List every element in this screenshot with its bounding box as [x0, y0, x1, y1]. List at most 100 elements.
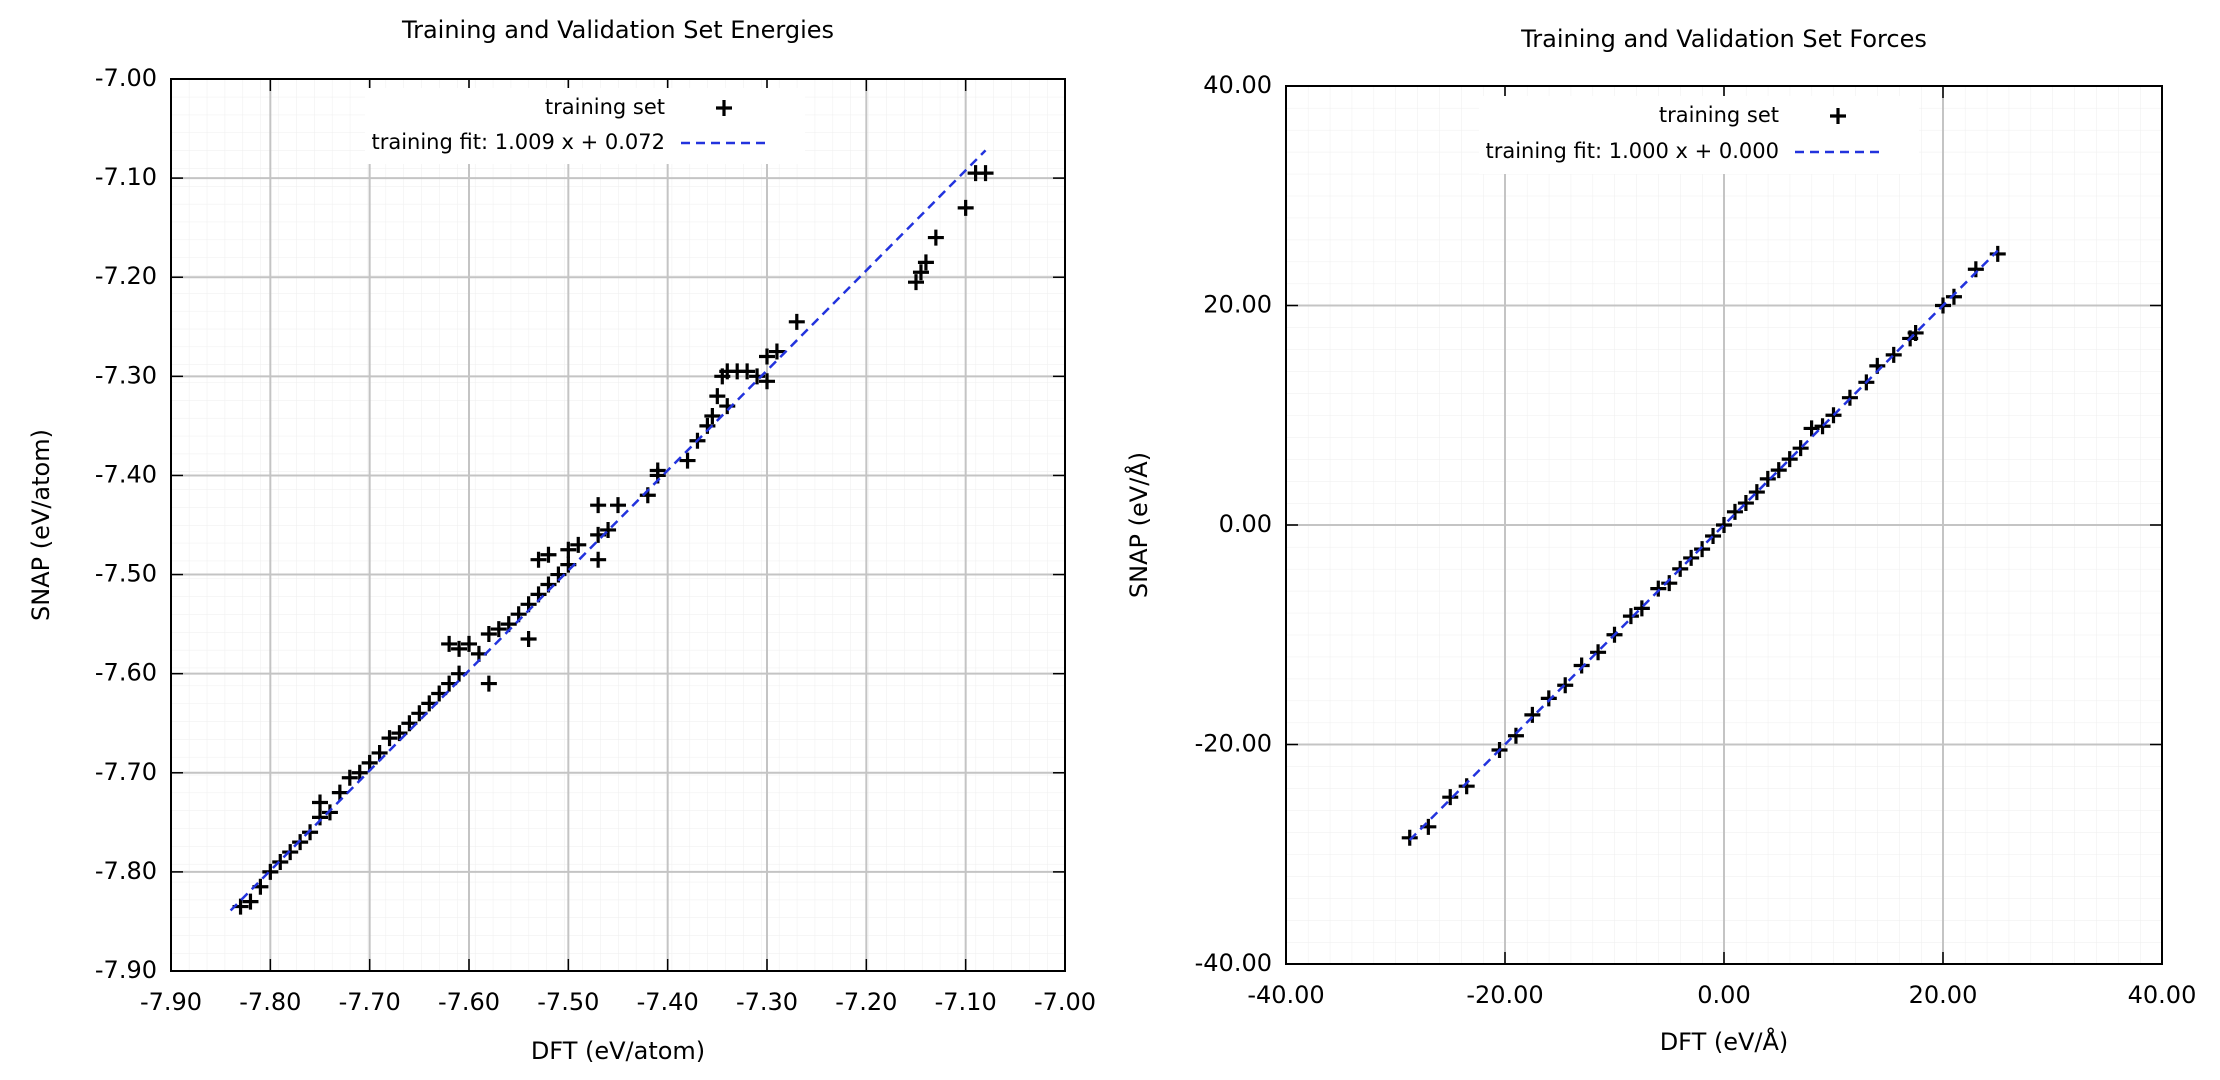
data-point: [1633, 600, 1650, 617]
data-point: [927, 229, 944, 246]
data-point: [490, 621, 507, 638]
plot-frame: [170, 78, 1066, 972]
data-point: [704, 407, 721, 424]
data-point: [679, 452, 696, 469]
data-point: [480, 675, 497, 692]
chart-title: Training and Validation Set Energies: [401, 16, 834, 44]
data-point: [371, 744, 388, 761]
y-tick-label: -7.20: [95, 262, 157, 290]
y-tick-label: 0.00: [1219, 510, 1272, 538]
fit-line: [229, 149, 987, 912]
x-tick-label: -7.30: [736, 988, 798, 1016]
data-point: [1907, 324, 1924, 341]
data-point: [977, 165, 994, 182]
plot-background: [171, 79, 1065, 971]
data-point: [361, 754, 378, 771]
chart-title: Training and Validation Set Forces: [1520, 25, 1927, 53]
data-point: [600, 521, 617, 538]
legend-background: [1479, 96, 1919, 174]
legend-swatch: [1830, 108, 1846, 124]
data-point: [590, 497, 607, 514]
data-point: [312, 809, 328, 826]
legend-label: training set: [545, 95, 665, 119]
data-point: [391, 725, 408, 742]
data-point: [341, 769, 358, 786]
data-point: [1458, 778, 1475, 795]
data-point: [1759, 470, 1776, 487]
data-point: [480, 626, 497, 643]
data-point: [242, 893, 259, 910]
data-point: [1622, 608, 1639, 625]
data-point: [451, 640, 468, 657]
x-tick-label: -7.90: [140, 988, 202, 1016]
y-tick-label: -7.40: [95, 460, 157, 488]
x-tick-label: 0.00: [1697, 981, 1750, 1009]
data-point: [759, 373, 775, 390]
data-point: [610, 497, 626, 514]
data-point: [331, 784, 348, 801]
y-axis-label: SNAP (eV/atom): [27, 429, 55, 621]
data-point: [530, 551, 547, 568]
y-axis-label: SNAP (eV/Å): [1124, 452, 1153, 598]
x-axis-label: DFT (eV/Å): [1660, 1027, 1789, 1056]
x-tick-label: 20.00: [1909, 981, 1978, 1009]
data-point: [1814, 418, 1831, 435]
data-point: [411, 705, 428, 722]
y-tick-label: -7.80: [95, 857, 157, 885]
x-tick-label: -7.80: [239, 988, 301, 1016]
data-point: [1770, 462, 1787, 479]
data-point: [739, 363, 756, 380]
data-point: [272, 853, 289, 870]
data-point: [312, 794, 328, 811]
y-tick-label: 40.00: [1203, 71, 1272, 99]
y-tick-label: -7.10: [95, 163, 157, 191]
data-point: [461, 635, 477, 652]
x-tick-label: -7.10: [935, 988, 997, 1016]
data-point: [1841, 389, 1858, 406]
data-point: [441, 635, 458, 652]
legend-label: training fit: 1.000 x + 0.000: [1485, 139, 1779, 163]
x-tick-label: 40.00: [2128, 981, 2197, 1009]
data-point: [1650, 580, 1667, 597]
data-point: [1737, 495, 1754, 512]
data-point: [709, 388, 726, 405]
y-tick-label: -7.70: [95, 758, 157, 786]
legend-swatch: [716, 100, 732, 116]
legend-label: training fit: 1.009 x + 0.072: [371, 130, 665, 154]
data-point: [1557, 677, 1574, 694]
data-point: [768, 343, 785, 360]
data-point: [1540, 690, 1557, 707]
data-point: [1945, 288, 1962, 305]
x-tick-label: -40.00: [1247, 981, 1324, 1009]
data-point: [1781, 451, 1798, 468]
plot-frame: [1285, 85, 2163, 965]
data-point: [1590, 644, 1607, 661]
data-point: [759, 348, 775, 365]
data-point: [1442, 789, 1459, 806]
data-point: [1726, 503, 1743, 520]
data-point: [401, 715, 418, 732]
data-point: [1825, 407, 1842, 424]
data-point: [351, 764, 368, 781]
data-point: [1694, 541, 1711, 558]
data-point: [1716, 517, 1732, 533]
y-tick-label: -20.00: [1195, 730, 1272, 758]
y-tick-label: 20.00: [1203, 291, 1272, 319]
y-tick-label: -7.60: [95, 659, 157, 687]
data-point: [649, 462, 666, 479]
data-point: [1803, 420, 1820, 437]
data-point: [570, 536, 587, 553]
data-point: [1524, 706, 1541, 723]
legend-background: [365, 88, 805, 164]
y-tick-label: -7.90: [95, 956, 157, 984]
data-point: [1792, 440, 1809, 457]
data-point: [1967, 261, 1984, 278]
x-tick-label: -7.00: [1034, 988, 1096, 1016]
x-axis-label: DFT (eV/atom): [531, 1037, 705, 1065]
y-tick-label: -7.00: [95, 64, 157, 92]
x-tick-label: -7.60: [438, 988, 500, 1016]
data-point: [1661, 575, 1678, 592]
x-tick-label: -7.40: [637, 988, 699, 1016]
data-point: [590, 551, 607, 568]
